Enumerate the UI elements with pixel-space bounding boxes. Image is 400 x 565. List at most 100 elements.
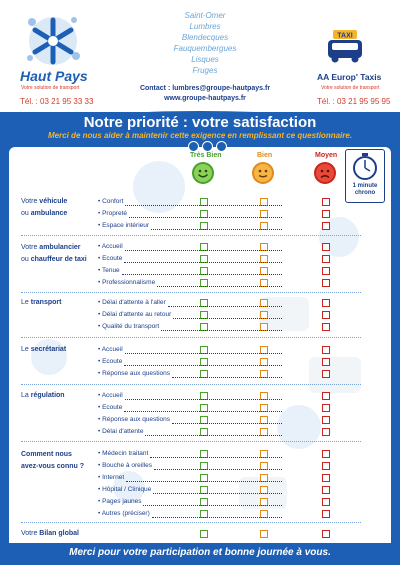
divider (21, 384, 361, 385)
item-label: • Réponse aux questions (98, 416, 171, 423)
item-label: • Hôpital / Clinique (98, 486, 152, 493)
item-label: • Délai d'attente au retour (98, 311, 172, 318)
dotted-leader (153, 493, 282, 494)
town: Fauquembergues (173, 44, 237, 53)
dotted-leader (124, 353, 282, 354)
dotted-leader (124, 411, 282, 412)
header: Haut Pays Votre solution de transport Té… (0, 0, 400, 112)
item-label: • Réponse aux questions (98, 370, 171, 377)
checkbox-bad[interactable] (322, 450, 330, 458)
divider (21, 522, 361, 523)
checkbox-bad[interactable] (322, 279, 330, 287)
website-link[interactable]: www.groupe-hautpays.fr (164, 95, 246, 102)
rating-label-ok: Bien (257, 152, 273, 159)
item-label: • Qualité du transport (98, 323, 160, 330)
right-phone: Tél. : 03 21 95 95 95 (317, 97, 391, 106)
section-label-vehicule: Votre véhicule ou ambulance (21, 198, 68, 217)
contact-email[interactable]: Contact : lumbres@groupe-hautpays.fr (139, 85, 271, 92)
section-label-secretariat: Le secrétariat (21, 346, 67, 353)
checkbox-bad[interactable] (322, 267, 330, 275)
dotted-leader (151, 229, 282, 230)
dotted-leader (121, 274, 282, 275)
dotted-leader (151, 517, 282, 518)
item-label: • Ecoute (98, 358, 123, 365)
dotted-leader (145, 435, 282, 436)
checkbox-bad[interactable] (322, 428, 330, 436)
checkbox-bad[interactable] (322, 510, 330, 518)
checkbox-bad[interactable] (322, 416, 330, 424)
right-brand-name: AA Europ' Taxis (317, 72, 382, 82)
checkbox-bad[interactable] (322, 222, 330, 230)
item-label: • Médecin traitant (98, 450, 149, 457)
checkbox-bad[interactable] (322, 358, 330, 366)
checkbox-bad[interactable] (322, 530, 330, 538)
section-label-how-known: Comment nous avez-vous connu ? (21, 451, 85, 470)
checkbox-bad[interactable] (322, 462, 330, 470)
divider (21, 441, 361, 442)
town: Blendecques (181, 33, 229, 42)
chrono-label: 1 minute chrono (352, 183, 378, 196)
dotted-leader (124, 399, 282, 400)
left-brand-name: Haut Pays (20, 68, 88, 84)
item-label: • Internet (98, 474, 125, 481)
left-phone: Tél. : 03 21 95 33 33 (20, 97, 94, 106)
taxi-logo-icon: TAXI (328, 30, 362, 63)
checkbox-bad[interactable] (322, 299, 330, 307)
dotted-leader (167, 306, 282, 307)
contact-block: Contact : lumbres@groupe-hautpays.fr www… (130, 84, 280, 104)
item-label: • Accueil (98, 392, 123, 399)
item-label: • Tenue (98, 267, 120, 274)
dotted-leader (172, 377, 282, 378)
dotted-leader (161, 330, 282, 331)
dotted-leader (129, 217, 282, 218)
dot (202, 141, 213, 152)
chrono-box (345, 149, 385, 203)
section-label-regulation: La régulation (21, 392, 65, 399)
checkbox-bad[interactable] (322, 486, 330, 494)
divider (21, 235, 361, 236)
dotted-leader (124, 365, 282, 366)
dotted-leader (153, 469, 282, 470)
item-label: • Délai d'attente (98, 428, 144, 435)
item-label: • Autres (préciser) (98, 510, 150, 517)
checkbox-bad[interactable] (322, 346, 330, 354)
item-label: • Confort (98, 198, 124, 205)
checkbox-bad[interactable] (322, 311, 330, 319)
dot (216, 141, 227, 152)
checkbox-bad[interactable] (322, 474, 330, 482)
dotted-leader (124, 262, 282, 263)
checkbox-bad[interactable] (322, 243, 330, 251)
dotted-leader (172, 423, 282, 424)
dotted-leader (173, 318, 282, 319)
checkbox-bad[interactable] (322, 370, 330, 378)
item-label: • Ecoute (98, 404, 123, 411)
footer-text: Merci pour votre participation et bonne … (69, 547, 331, 558)
checkbox-bad[interactable] (322, 198, 330, 206)
rating-label-bad: Moyen (315, 152, 338, 159)
town: Fruges (192, 66, 218, 75)
checkbox-bad[interactable] (322, 392, 330, 400)
checkbox-ok[interactable] (260, 530, 268, 538)
smiley-good-icon (192, 162, 214, 184)
item-label: • Professionnalisme (98, 279, 156, 286)
rating-label-good: Très Bien (190, 152, 222, 159)
checkbox-bad[interactable] (322, 498, 330, 506)
snowflake-logo-icon (27, 17, 80, 65)
checkbox-bad[interactable] (322, 210, 330, 218)
dotted-leader (157, 286, 282, 287)
dotted-leader (143, 505, 282, 506)
divider (21, 337, 361, 338)
checkbox-bad[interactable] (322, 255, 330, 263)
taxi-badge: TAXI (337, 33, 352, 40)
header-curve (0, 111, 400, 124)
right-tagline: Votre solution de transport (321, 85, 380, 91)
dotted-leader (124, 250, 282, 251)
checkbox-good[interactable] (200, 530, 208, 538)
section-label-ambulancier: Votre ambulancier ou chauffeur de taxi (21, 244, 87, 263)
town: Lumbres (189, 22, 221, 31)
item-label: • Ecoute (98, 255, 123, 262)
stopwatch-icon (353, 153, 377, 180)
checkbox-bad[interactable] (322, 323, 330, 331)
dotted-leader (125, 205, 282, 206)
checkbox-bad[interactable] (322, 404, 330, 412)
